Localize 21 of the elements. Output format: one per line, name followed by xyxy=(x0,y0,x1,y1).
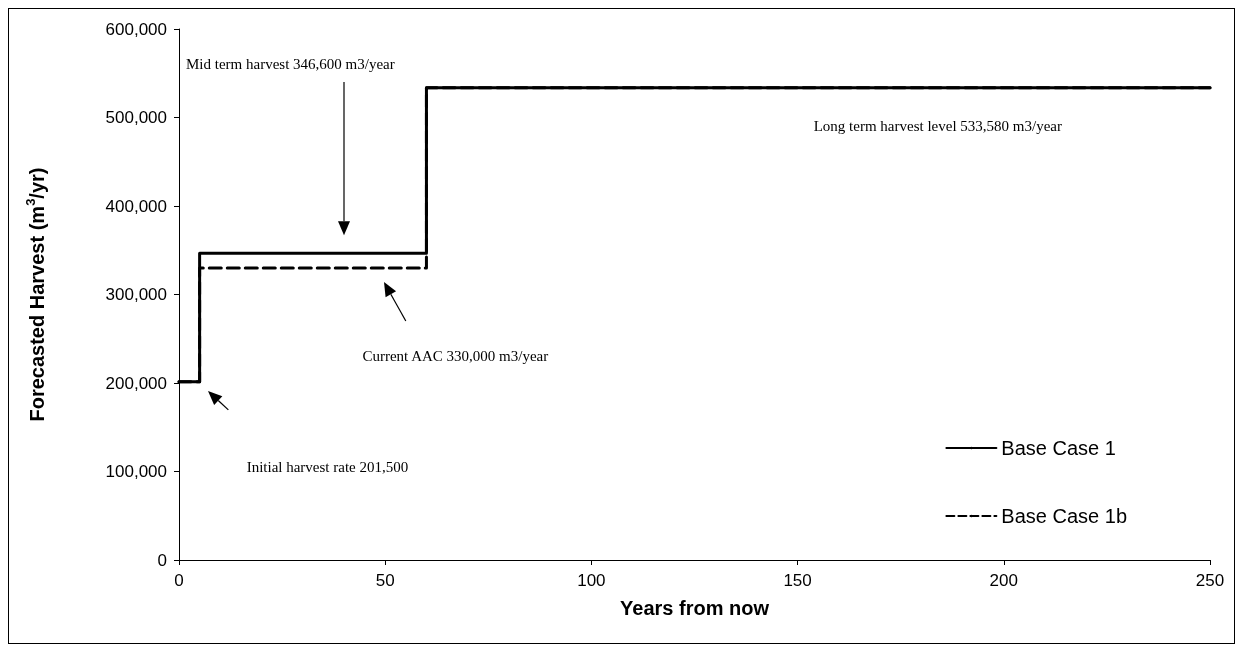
y-tick-label: 600,000 xyxy=(105,19,167,39)
annotation: Initial harvest rate 201,500 xyxy=(246,458,409,476)
annotation: Mid term harvest 346,600 m3/year xyxy=(185,55,395,73)
annotation: Long term harvest level 533,580 m3/year xyxy=(813,117,1062,135)
y-tick-label: 200,000 xyxy=(105,373,167,393)
x-tick-label: 0 xyxy=(174,571,184,590)
legend-label: Base Case 1 xyxy=(1001,437,1116,459)
y-axis-title: Forecasted Harvest (m3/yr) xyxy=(23,167,48,422)
x-tick-label: 250 xyxy=(1195,571,1225,590)
x-tick-label: 100 xyxy=(577,571,606,590)
y-tick-label: 500,000 xyxy=(105,108,167,127)
x-tick-label: 150 xyxy=(783,571,812,590)
x-tick-label: 200 xyxy=(989,571,1018,590)
y-tick-label: 0 xyxy=(157,550,167,570)
x-axis-title: Years from now xyxy=(620,597,770,619)
legend-label: Base Case 1b xyxy=(1001,505,1128,527)
x-tick-label: 50 xyxy=(375,571,395,590)
annotation: Current AAC 330,000 m3/year xyxy=(362,347,549,365)
y-tick-label: 100,000 xyxy=(105,462,167,481)
y-tick-label: 400,000 xyxy=(105,196,167,216)
y-tick-label: 300,000 xyxy=(105,285,167,304)
